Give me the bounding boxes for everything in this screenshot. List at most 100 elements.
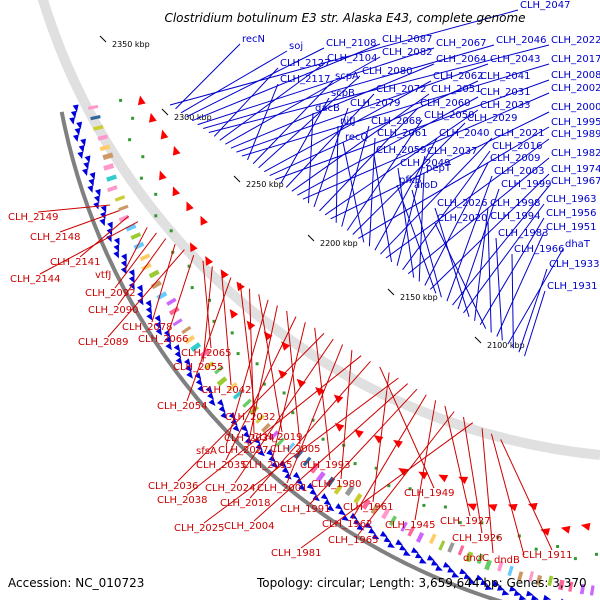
forward-gene-label: CLH_2000	[551, 102, 600, 113]
forward-label-line	[341, 125, 370, 227]
feature-dot	[321, 437, 325, 441]
forward-label-line	[241, 63, 550, 157]
forward-gene-arrow	[100, 211, 106, 220]
feature-block	[447, 542, 455, 553]
feature-block	[93, 125, 104, 131]
forward-gene-arrow	[137, 297, 144, 306]
reverse-label-line	[117, 238, 167, 306]
feature-dot	[387, 484, 391, 488]
forward-gene-label: nifJ	[340, 116, 356, 127]
reverse-label-line	[186, 355, 362, 496]
reverse-gene-arrow	[467, 503, 477, 511]
feature-dot	[262, 382, 266, 386]
forward-gene-arrow	[518, 594, 527, 600]
reverse-gene-label: CLH_2066	[138, 334, 189, 345]
feature-block	[118, 204, 129, 212]
feature-block	[125, 223, 137, 232]
reverse-label-line	[202, 266, 213, 363]
reverse-gene-label: CLH_1991	[280, 504, 331, 515]
forward-gene-arrow	[99, 218, 106, 226]
forward-gene-arrow	[368, 527, 376, 534]
tick-label: 2150 kbp	[400, 293, 438, 302]
feature-block	[227, 382, 238, 392]
forward-gene-arrow	[371, 533, 380, 540]
forward-label-line	[252, 80, 334, 165]
forward-gene-arrow	[70, 110, 77, 119]
forward-gene-label: CLH_1933	[549, 259, 600, 270]
forward-label-line	[297, 96, 479, 196]
forward-label-line	[247, 83, 279, 161]
reverse-gene-label: CLH_1911	[522, 550, 573, 561]
feature-block	[106, 185, 118, 193]
feature-dot	[573, 557, 577, 561]
reverse-label-line	[202, 260, 212, 349]
reverse-label-line	[249, 288, 255, 434]
forward-label-line	[230, 63, 435, 149]
forward-label-line	[275, 79, 550, 180]
feature-block	[90, 115, 101, 121]
forward-gene-label: scpA	[335, 71, 359, 82]
forward-gene-arrow	[492, 580, 500, 587]
reverse-gene-label: CLH_2092	[85, 288, 136, 299]
forward-gene-arrow	[80, 138, 87, 147]
forward-gene-label: CLH_2017	[551, 54, 600, 65]
tick-label: 2100 kbp	[487, 341, 525, 350]
feature-block	[579, 583, 586, 595]
reverse-gene-label: CLH_2054	[157, 401, 208, 412]
feature-dot	[128, 138, 132, 142]
forward-label-line	[524, 290, 546, 357]
forward-label-line	[424, 162, 489, 286]
forward-gene-label: recN	[242, 34, 265, 45]
forward-gene-label: soj	[289, 41, 303, 52]
feature-block	[286, 442, 296, 452]
forward-gene-arrow	[451, 571, 460, 578]
feature-dot	[353, 462, 357, 466]
feature-dot	[190, 286, 194, 290]
reverse-gene-arrow	[333, 394, 344, 404]
feature-block	[232, 390, 243, 400]
forward-gene-label: CLH_1966	[514, 244, 565, 255]
reverse-label-line	[247, 305, 278, 446]
reverse-gene-arrow	[281, 341, 291, 351]
reverse-label-line	[234, 338, 334, 484]
reverse-label-line	[414, 400, 437, 521]
forward-gene-label: CLH_2080	[362, 66, 413, 77]
forward-label-line	[263, 80, 432, 173]
reverse-label-line	[249, 360, 371, 499]
reverse-label-line	[225, 316, 297, 461]
forward-gene-arrow	[84, 155, 91, 163]
forward-gene-arrow	[175, 357, 183, 365]
forward-gene-arrow	[205, 385, 213, 394]
forward-gene-arrow	[335, 503, 343, 510]
forward-label-line	[358, 126, 550, 239]
feature-dot	[187, 264, 191, 268]
reverse-gene-label: CLH_2141	[50, 257, 101, 268]
feature-block	[141, 262, 152, 271]
feature-block	[302, 456, 312, 467]
forward-gene-arrow	[410, 547, 419, 554]
forward-gene-arrow	[292, 471, 301, 479]
feature-block	[465, 551, 474, 563]
reverse-gene-label: CLH_2027	[218, 445, 269, 456]
reverse-gene-label: CLH_2025	[174, 523, 225, 534]
reverse-gene-arrow	[418, 471, 429, 480]
feature-block	[568, 581, 574, 592]
forward-gene-arrow	[431, 559, 439, 566]
reverse-gene-arrow	[160, 129, 169, 140]
feature-block	[497, 560, 504, 572]
forward-label-line	[180, 50, 288, 114]
reverse-gene-label: sfsA	[196, 446, 217, 457]
forward-gene-arrow	[295, 477, 303, 485]
forward-gene-label: CLH_1982	[551, 148, 600, 159]
reverse-gene-label: CLH_1980	[311, 479, 362, 490]
forward-gene-arrow	[309, 488, 317, 496]
forward-gene-arrow	[82, 168, 88, 176]
feature-block	[114, 195, 126, 202]
reverse-label-line	[444, 405, 471, 517]
forward-gene-arrow	[383, 536, 392, 543]
reverse-gene-label: CLH_2019	[252, 432, 303, 443]
forward-gene-arrow	[78, 144, 85, 153]
forward-gene-arrow	[379, 530, 388, 537]
reverse-gene-label: CLH_1927	[440, 516, 491, 527]
forward-gene-label: CLH_1999	[501, 179, 552, 190]
